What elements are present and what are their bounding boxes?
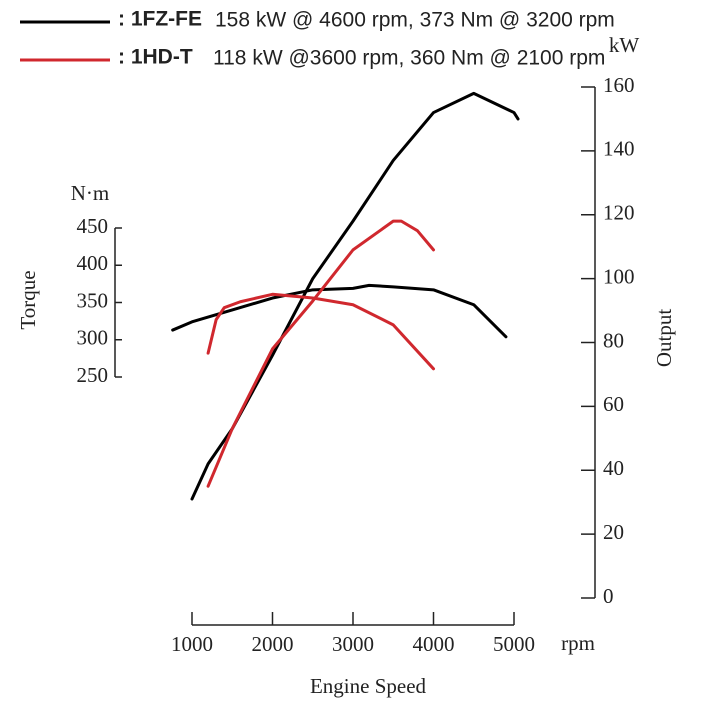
x-label: Engine Speed bbox=[310, 674, 427, 698]
y-tick-label: 300 bbox=[77, 326, 109, 350]
legend-label: : 1FZ-FE bbox=[118, 8, 202, 31]
y-tick-label: 250 bbox=[77, 363, 109, 387]
y2-tick-label: 40 bbox=[603, 456, 624, 480]
y2-tick-label: 140 bbox=[603, 137, 635, 161]
y2-tick-label: 120 bbox=[603, 201, 635, 225]
legend-spec: 158 kW @ 4600 rpm, 373 Nm @ 3200 rpm bbox=[215, 9, 615, 32]
line bbox=[206, 292, 435, 371]
y2-tick-label: 60 bbox=[603, 392, 624, 416]
y-tick-label: 350 bbox=[77, 288, 109, 312]
x-tick-label: 3000 bbox=[332, 632, 374, 656]
y-label: Torque bbox=[16, 270, 40, 329]
y2-tick-label: 100 bbox=[603, 264, 635, 288]
x-tick-label: 1000 bbox=[171, 632, 213, 656]
legend-label: : 1HD-T bbox=[118, 46, 193, 69]
x-tick-label: 5000 bbox=[493, 632, 535, 656]
y-tick-label: 400 bbox=[77, 251, 109, 275]
y2-tick-label: 80 bbox=[603, 328, 624, 352]
y2-tick-label: 0 bbox=[603, 584, 614, 608]
x-unit: rpm bbox=[561, 631, 595, 655]
line bbox=[190, 91, 520, 501]
y2-label: Output bbox=[652, 309, 676, 368]
legend-spec: 118 kW @3600 rpm, 360 Nm @ 2100 rpm bbox=[213, 47, 605, 70]
x-tick-label: 2000 bbox=[252, 632, 294, 656]
y-unit: N·m bbox=[71, 181, 110, 205]
y-tick-label: 450 bbox=[77, 214, 109, 238]
y2-tick-label: 160 bbox=[603, 73, 635, 97]
y2-unit: kW bbox=[609, 33, 640, 57]
x-tick-label: 4000 bbox=[413, 632, 455, 656]
line bbox=[206, 219, 435, 488]
y2-tick-label: 20 bbox=[603, 520, 624, 544]
